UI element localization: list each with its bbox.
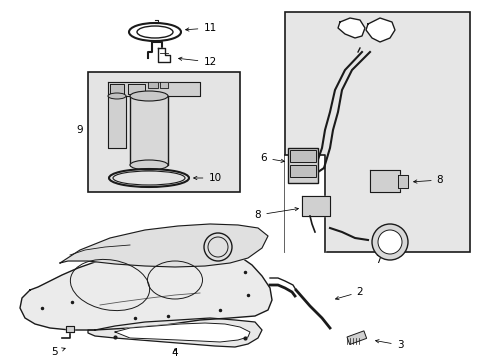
Bar [287, 148, 317, 183]
Ellipse shape [129, 23, 181, 41]
Bar [285, 12, 469, 252]
Text: 11: 11 [185, 23, 216, 33]
Text: 8: 8 [254, 207, 298, 220]
Ellipse shape [108, 93, 126, 99]
Bar [346, 331, 366, 345]
Text: 10: 10 [193, 173, 221, 183]
Ellipse shape [130, 91, 168, 101]
Polygon shape [130, 96, 168, 165]
Polygon shape [115, 323, 249, 342]
Circle shape [377, 230, 401, 254]
Polygon shape [158, 48, 170, 62]
Text: 1: 1 [231, 227, 251, 239]
Polygon shape [60, 224, 267, 267]
Ellipse shape [130, 160, 168, 170]
Polygon shape [108, 96, 126, 148]
Polygon shape [148, 82, 158, 88]
Text: 6: 6 [260, 153, 284, 163]
Polygon shape [128, 84, 145, 94]
Text: 5: 5 [52, 347, 65, 357]
Bar [289, 150, 315, 162]
Polygon shape [302, 196, 329, 216]
Polygon shape [160, 82, 168, 88]
Text: 2: 2 [335, 287, 363, 300]
Text: 12: 12 [178, 57, 216, 67]
Polygon shape [20, 246, 271, 330]
Bar [289, 165, 315, 177]
Text: 3: 3 [375, 339, 403, 350]
Polygon shape [88, 318, 262, 347]
Polygon shape [285, 155, 325, 252]
Polygon shape [369, 170, 399, 192]
Text: 8: 8 [413, 175, 443, 185]
Polygon shape [337, 18, 364, 38]
Circle shape [371, 224, 407, 260]
Polygon shape [66, 326, 74, 332]
Text: 7: 7 [374, 255, 386, 265]
Text: 9: 9 [77, 125, 83, 135]
Polygon shape [397, 175, 407, 188]
Bar [88, 72, 240, 192]
Polygon shape [365, 18, 394, 42]
Polygon shape [108, 82, 200, 96]
Polygon shape [110, 84, 124, 94]
Text: 4: 4 [171, 348, 178, 358]
